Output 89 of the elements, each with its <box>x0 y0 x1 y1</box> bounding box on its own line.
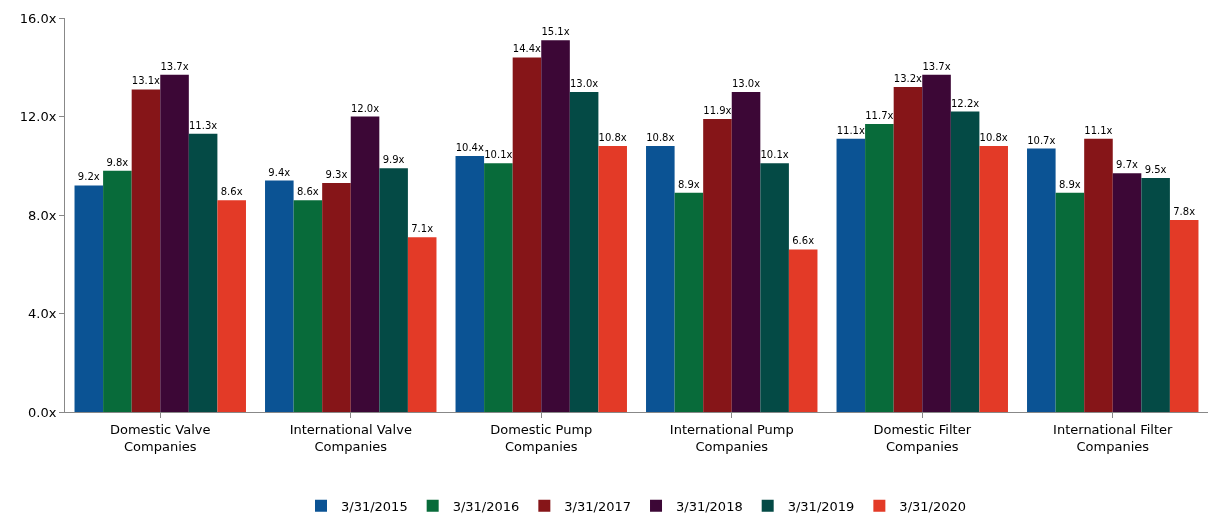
bar <box>646 146 675 412</box>
bar <box>1141 178 1170 412</box>
data-label: 13.7x <box>160 60 189 72</box>
bar <box>598 146 627 412</box>
bar <box>512 57 542 412</box>
data-label: 12.2x <box>950 97 980 109</box>
data-label: 7.8x <box>1173 205 1196 217</box>
data-label: 9.4x <box>268 166 291 178</box>
data-label: 13.0x <box>731 77 761 89</box>
bar <box>265 180 294 412</box>
data-label: 13.7x <box>922 60 951 72</box>
bar <box>674 192 704 412</box>
bar <box>1169 219 1199 412</box>
bar <box>188 133 218 412</box>
x-tick-label: International Filter Companies <box>1053 421 1174 454</box>
bar <box>1027 148 1056 412</box>
data-label: 11.9x <box>703 104 732 116</box>
data-label: 11.3x <box>188 119 218 131</box>
data-label: 10.4x <box>455 141 484 153</box>
x-tick-label: International Valve Companies <box>289 421 412 454</box>
data-label: 13.2x <box>893 72 923 84</box>
data-label: 9.7x <box>1116 159 1138 171</box>
bar <box>1055 192 1085 412</box>
bar <box>922 74 951 412</box>
data-label: 10.7x <box>1027 134 1056 146</box>
data-label: 10.8x <box>979 132 1008 144</box>
bar <box>569 91 599 412</box>
bar <box>293 200 323 412</box>
bar <box>1112 173 1142 412</box>
data-label: 8.6x <box>220 186 243 198</box>
data-label: 8.9x <box>1058 178 1081 190</box>
data-label: 9.8x <box>106 156 129 168</box>
y-tick-label: 4.0x <box>28 306 57 322</box>
data-label: 9.9x <box>382 154 405 166</box>
bar <box>788 249 818 412</box>
data-label: 9.5x <box>1144 164 1167 176</box>
legend-label: 3/31/2017 <box>564 498 632 514</box>
bar <box>484 163 513 412</box>
y-tick-label: 8.0x <box>28 207 57 223</box>
legend-label: 3/31/2020 <box>899 498 967 514</box>
data-label: 10.8x <box>646 132 675 144</box>
legend-label: 3/31/2019 <box>787 498 855 514</box>
x-tick-label: International Pump Companies <box>669 421 794 454</box>
bar <box>760 163 789 412</box>
bar <box>893 86 923 412</box>
data-label: 6.6x <box>792 235 815 247</box>
bar <box>541 40 570 412</box>
data-label: 9.3x <box>325 168 348 180</box>
data-label: 13.1x <box>131 75 161 87</box>
bar <box>350 116 380 412</box>
bar <box>131 89 161 412</box>
bar <box>950 111 980 412</box>
bar <box>74 185 104 412</box>
y-tick-label: 16.0x <box>19 10 57 26</box>
legend-label: 3/31/2015 <box>341 498 408 514</box>
data-label: 8.9x <box>677 178 700 190</box>
y-tick-label: 0.0x <box>28 404 57 420</box>
legend-label: 3/31/2018 <box>676 498 743 514</box>
bar <box>160 74 189 412</box>
y-tick-label: 12.0x <box>19 109 57 125</box>
x-tick-label: Domestic Pump Companies <box>490 421 593 454</box>
data-label: 11.1x <box>1084 124 1113 136</box>
bar <box>379 168 408 412</box>
bar <box>836 138 866 412</box>
data-label: 8.6x <box>296 186 319 198</box>
data-label: 12.0x <box>350 102 380 114</box>
data-label: 10.1x <box>760 149 789 161</box>
legend-label: 3/31/2016 <box>452 498 520 514</box>
bar <box>731 91 761 412</box>
data-label: 7.1x <box>411 223 434 235</box>
data-label: 15.1x <box>541 26 570 38</box>
data-label: 10.8x <box>598 132 627 144</box>
bar <box>217 200 246 412</box>
bar <box>979 146 1008 412</box>
data-label: 11.7x <box>865 109 894 121</box>
bar <box>1084 138 1113 412</box>
data-label: 11.1x <box>836 124 865 136</box>
bar <box>455 155 485 412</box>
bar <box>322 182 351 412</box>
data-label: 10.1x <box>484 149 513 161</box>
bar <box>103 170 132 412</box>
data-label: 13.0x <box>569 77 599 89</box>
data-label: 14.4x <box>512 43 542 55</box>
bar <box>407 237 437 412</box>
x-tick-label: Domestic Filter Companies <box>873 421 972 454</box>
data-label: 9.2x <box>77 171 100 183</box>
x-tick-label: Domestic Valve Companies <box>109 421 211 454</box>
bar <box>865 123 894 412</box>
bar <box>703 118 732 412</box>
